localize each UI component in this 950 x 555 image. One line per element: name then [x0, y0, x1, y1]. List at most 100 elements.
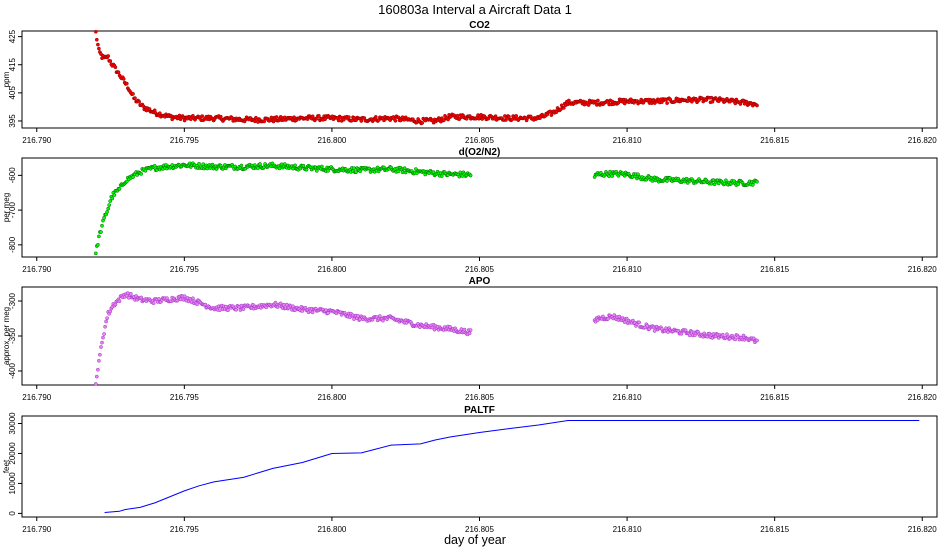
data-point [200, 114, 205, 118]
data-point [358, 169, 363, 174]
data-point [665, 179, 669, 183]
data-point [637, 320, 641, 325]
y-tick-label: 425 [8, 29, 17, 43]
x-tick-label: 216.805 [465, 136, 494, 145]
data-point [359, 119, 364, 123]
data-point [217, 308, 222, 313]
data-point [606, 316, 610, 321]
data-point [455, 113, 460, 118]
data-point [652, 329, 657, 333]
x-tick-label: 216.800 [317, 136, 346, 145]
data-point [347, 115, 351, 119]
data-point [480, 117, 485, 121]
data-point [310, 114, 315, 119]
panel-paltf: PALTF feet 216.790 216.795 216.800 216.805 216… [2, 405, 938, 534]
data-point [448, 324, 452, 329]
data-point [258, 162, 262, 166]
data-point [234, 307, 239, 312]
data-point [96, 367, 100, 372]
data-point [113, 65, 118, 70]
panel-title: d(O2/N2) [459, 147, 501, 158]
data-point [97, 234, 101, 239]
data-point [103, 324, 107, 329]
data-point [96, 242, 100, 247]
y-axis-label: feet [2, 459, 11, 473]
x-tick-label: 216.810 [613, 393, 642, 402]
data-point [733, 337, 738, 342]
data-point [100, 223, 104, 228]
data-point [94, 374, 99, 379]
data-point [102, 215, 106, 220]
data-point [273, 300, 278, 305]
y-tick-label: -300 [8, 292, 17, 309]
data-point [99, 230, 103, 234]
data-point [97, 358, 101, 363]
data-point [725, 332, 729, 337]
data-point [269, 115, 274, 120]
data-point [93, 382, 98, 386]
data-point [510, 117, 514, 122]
data-point [354, 170, 358, 175]
data-point [493, 114, 498, 119]
data-point [755, 103, 759, 108]
data-point [724, 178, 728, 183]
data-point [157, 111, 162, 116]
data-point [381, 318, 385, 323]
data-point [104, 319, 108, 324]
x-tick-label: 216.815 [760, 265, 789, 274]
data-point [108, 199, 113, 203]
x-tick-label: 216.790 [22, 525, 51, 534]
plot-frame [21, 415, 938, 518]
panel-title: CO2 [469, 20, 490, 31]
x-tick-label: 216.820 [908, 265, 937, 274]
data-point [350, 118, 354, 123]
data-point [178, 297, 183, 302]
data-point [105, 210, 109, 214]
data-point [755, 179, 759, 184]
data-point [755, 338, 759, 343]
data-point [108, 59, 113, 63]
main-title: 160803a Interval a Aircraft Data 1 [378, 2, 572, 17]
data-point [262, 119, 267, 124]
data-point [373, 115, 378, 119]
x-tick-label: 216.815 [760, 525, 789, 534]
x-axis-label: day of year [444, 533, 506, 547]
data-point [93, 29, 98, 34]
data-point [110, 196, 115, 201]
x-tick-label: 216.815 [760, 136, 789, 145]
plot-frame [21, 157, 938, 258]
y-tick-label: 395 [8, 114, 17, 128]
data-point [393, 118, 398, 123]
data-point [679, 331, 684, 336]
data-point [396, 169, 401, 174]
x-tick-label: 216.810 [613, 525, 642, 534]
data-point [121, 77, 126, 81]
x-tick-label: 216.805 [465, 265, 494, 274]
data-point [99, 345, 103, 349]
data-point [720, 332, 725, 337]
data-point [224, 304, 228, 309]
data-point [156, 297, 161, 301]
data-point [96, 42, 100, 47]
y-tick-label: 415 [8, 58, 17, 72]
data-point [705, 334, 710, 339]
data-point [324, 308, 328, 312]
data-point [137, 99, 142, 104]
data-point [139, 295, 144, 300]
x-tick-label: 216.810 [613, 265, 642, 274]
data-point [744, 99, 749, 104]
data-point [256, 166, 260, 170]
y-tick-label: 405 [8, 86, 17, 100]
data-point [106, 54, 111, 58]
y-tick-label: 10000 [8, 472, 17, 495]
data-point [561, 106, 566, 110]
data-point [117, 299, 122, 304]
data-point [274, 115, 279, 119]
x-tick-label: 216.795 [170, 525, 199, 534]
y-tick-label: -800 [8, 236, 17, 253]
data-point [709, 181, 714, 186]
data-point [301, 163, 306, 168]
data-point [292, 115, 296, 120]
data-point [617, 314, 622, 319]
data-point [468, 328, 473, 332]
